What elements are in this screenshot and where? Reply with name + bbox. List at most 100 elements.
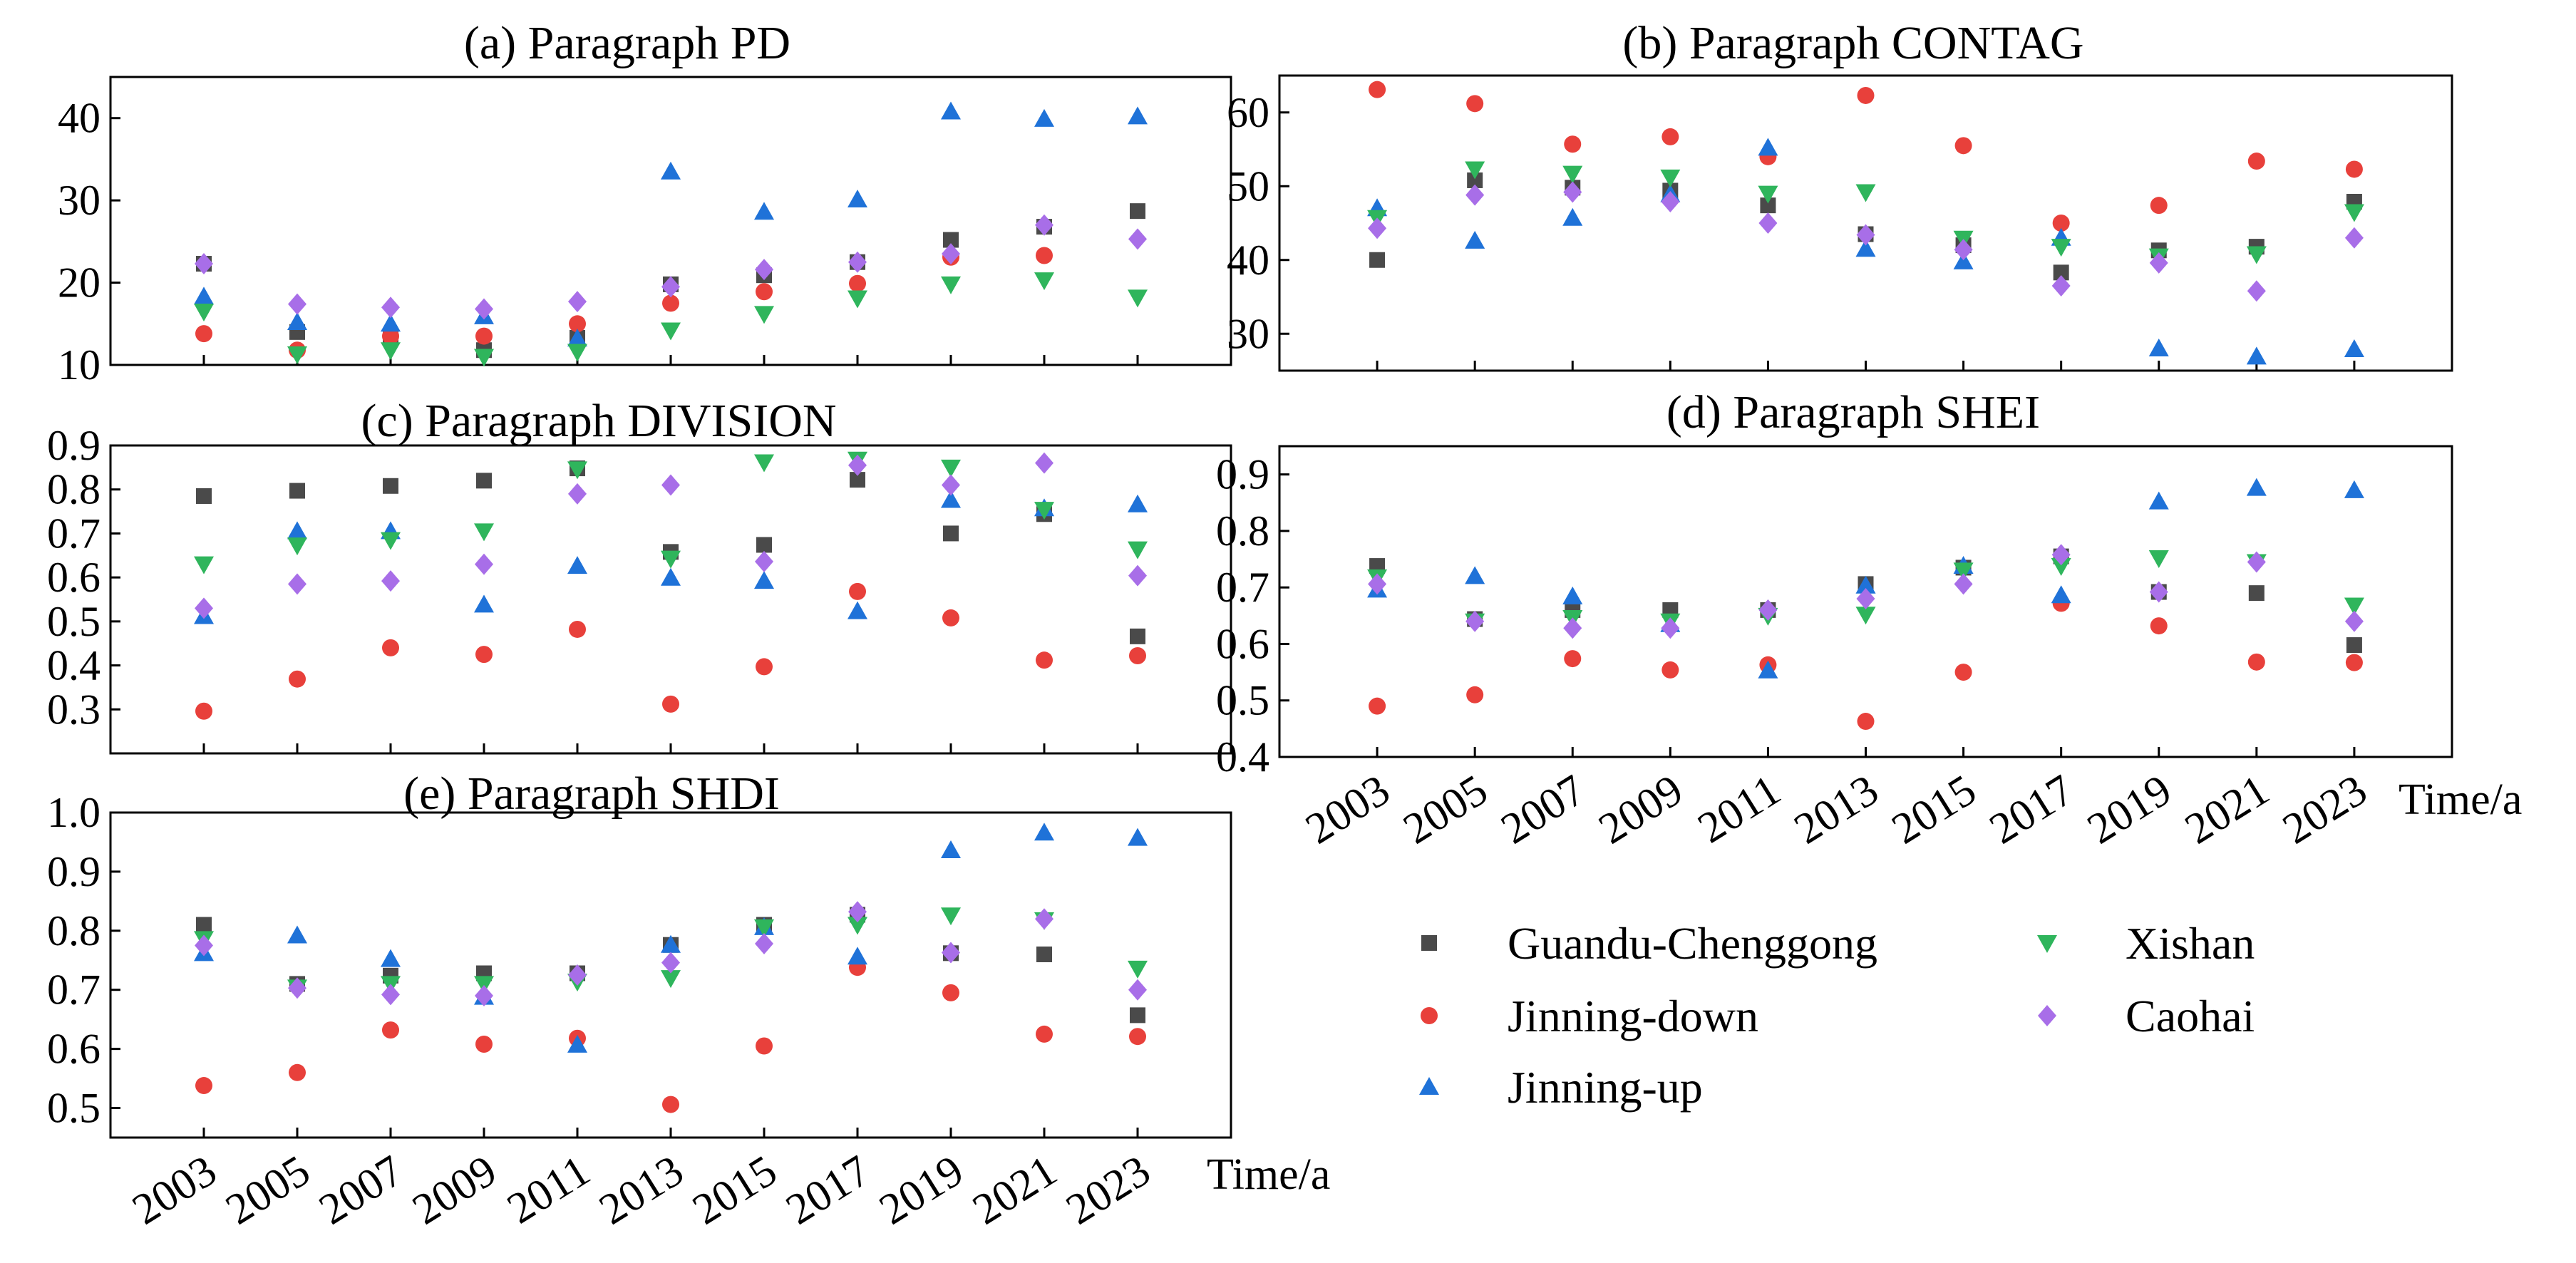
data-point-xishan — [1034, 502, 1054, 520]
data-point-guandu-chenggong — [2248, 585, 2265, 602]
y-tick-label: 0.9 — [1216, 451, 1269, 498]
legend-item: Caohai — [2038, 991, 2255, 1041]
x-tick-label: 2003 — [1297, 765, 1398, 853]
x-tick-label: 2007 — [311, 1146, 411, 1234]
data-point-guandu-chenggong — [1036, 946, 1052, 962]
data-point-jinning-up — [2344, 480, 2364, 498]
data-point-jinning-down — [756, 1037, 773, 1055]
data-point-caohai — [1128, 228, 1147, 250]
data-point-guandu-chenggong — [2053, 264, 2069, 281]
data-point-jinning-up — [754, 571, 774, 589]
data-point-caohai — [848, 454, 867, 476]
data-point-caohai — [1368, 217, 1387, 239]
y-tick-label: 30 — [58, 177, 101, 224]
data-point-caohai — [1563, 617, 1582, 639]
legend-item: Jinning-up — [1419, 1062, 1703, 1113]
data-point-jinning-up — [567, 1034, 587, 1053]
data-point-jinning-up — [287, 311, 307, 330]
data-point-caohai — [1563, 181, 1582, 203]
data-point-caohai — [1758, 212, 1778, 234]
data-point-guandu-chenggong — [1130, 628, 1145, 644]
data-point-caohai — [1954, 239, 1973, 261]
data-point-jinning-up — [754, 202, 774, 220]
data-point-guandu-chenggong — [1130, 203, 1145, 220]
panel-shdi: (e) Paragraph SHDI 0.5 0.6 0.7 0.8 0.9 1.0 2003… — [47, 768, 1330, 1234]
data-point-jinning-down — [1857, 86, 1875, 104]
data-point-jinning-down — [1954, 664, 1972, 681]
legend-label: Jinning-up — [1508, 1062, 1703, 1113]
data-point-jinning-up — [1465, 230, 1485, 249]
x-tick-label: 2005 — [217, 1146, 318, 1234]
data-point-jinning-down — [1129, 646, 1146, 664]
data-point-jinning-down — [475, 327, 493, 345]
y-tick-label: 0.6 — [47, 1026, 101, 1073]
data-point-jinning-up — [1953, 251, 1974, 269]
data-point-jinning-down — [475, 646, 493, 664]
data-point-jinning-up — [847, 601, 867, 619]
x-tick-label: 2019 — [2079, 765, 2180, 853]
data-point-jinning-up — [381, 949, 401, 967]
data-point-jinning-down — [382, 327, 399, 345]
data-point-jinning-up — [381, 314, 401, 332]
data-point-guandu-chenggong — [1369, 252, 1386, 268]
data-point-caohai — [1368, 573, 1387, 595]
x-tick-label: 2019 — [871, 1146, 972, 1234]
data-point-xishan — [847, 917, 867, 935]
data-point-jinning-down — [195, 702, 212, 720]
legend-marker — [2038, 1005, 2056, 1026]
panel-title: (c) Paragraph DIVISION — [361, 395, 836, 447]
data-point-xishan — [754, 919, 774, 937]
data-point-caohai — [288, 293, 306, 315]
data-point-jinning-down — [569, 315, 586, 333]
y-tick-label: 0.8 — [47, 907, 101, 954]
data-point-caohai — [661, 952, 680, 974]
data-point-xishan — [661, 550, 681, 569]
data-point-caohai — [195, 597, 213, 619]
x-tick-label: 2007 — [1493, 765, 1593, 853]
plot-frame — [109, 76, 1232, 366]
data-point-caohai — [1035, 214, 1053, 236]
y-tick-label: 0.7 — [47, 966, 101, 1014]
data-point-guandu-chenggong — [196, 917, 212, 933]
data-point-xishan — [474, 349, 494, 367]
y-tick-label: 0.4 — [47, 642, 101, 689]
data-point-jinning-up — [1758, 660, 1778, 679]
data-point-caohai — [755, 550, 773, 572]
data-point-caohai — [288, 977, 306, 999]
data-point-jinning-down — [1857, 713, 1875, 731]
data-point-caohai — [848, 251, 867, 273]
y-tick-label: 0.3 — [47, 686, 101, 733]
data-point-xishan — [474, 976, 494, 994]
data-point-xishan — [194, 303, 214, 321]
data-point-jinning-down — [2345, 654, 2363, 671]
data-point-jinning-down — [942, 609, 959, 627]
data-point-jinning-down — [1129, 1028, 1146, 1046]
data-point-jinning-up — [847, 189, 867, 207]
data-point-xishan — [941, 907, 961, 926]
data-point-jinning-down — [1564, 135, 1582, 153]
data-point-jinning-down — [662, 695, 679, 713]
y-tick-label: 1.0 — [47, 789, 101, 836]
y-tick-label: 0.5 — [47, 1085, 101, 1132]
data-point-xishan — [1128, 960, 1148, 979]
data-point-jinning-up — [2051, 585, 2071, 604]
data-point-jinning-down — [1564, 650, 1582, 668]
data-point-jinning-down — [2247, 153, 2265, 170]
panel-title: (d) Paragraph SHEI — [1666, 386, 2040, 438]
data-point-guandu-chenggong — [383, 478, 398, 494]
data-point-caohai — [942, 942, 960, 964]
y-tick-label: 0.6 — [47, 554, 101, 601]
data-point-jinning-down — [1036, 247, 1053, 264]
data-point-caohai — [475, 298, 493, 320]
data-point-xishan — [754, 306, 774, 324]
x-tick-label: 2009 — [1591, 765, 1691, 853]
data-point-guandu-chenggong — [943, 525, 959, 542]
legend-marker — [1419, 1077, 1439, 1095]
legend-item: Xishan — [2037, 918, 2255, 969]
data-point-xishan — [1034, 272, 1054, 291]
x-tick-label: 2017 — [778, 1146, 878, 1234]
data-point-xishan — [847, 290, 867, 309]
data-point-jinning-up — [661, 567, 681, 586]
data-point-guandu-chenggong — [1467, 172, 1483, 188]
data-point-caohai — [2149, 252, 2168, 274]
